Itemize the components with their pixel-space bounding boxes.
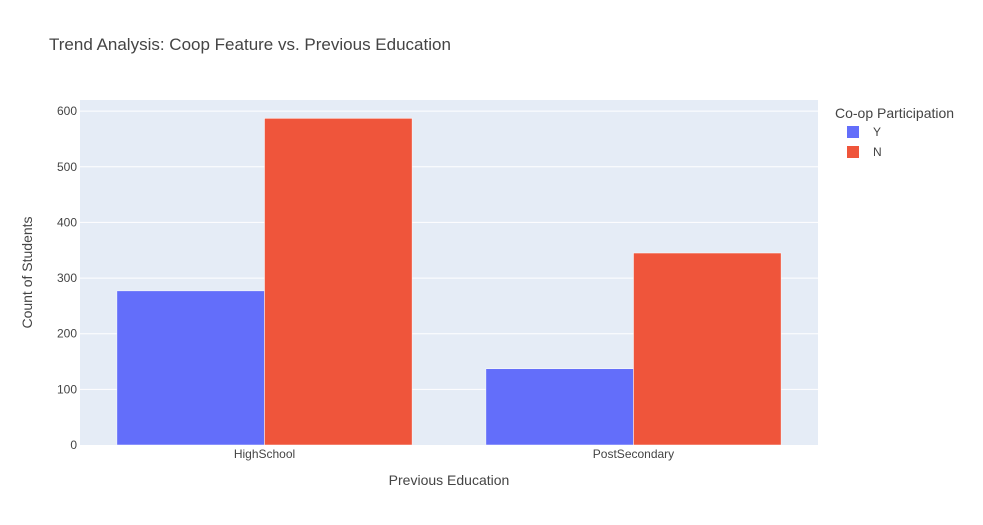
bar-highschool-y[interactable]	[116, 290, 265, 446]
legend-label: N	[873, 145, 882, 159]
x-axis-ticks: HighSchool PostSecondary	[234, 447, 674, 461]
y-axis-label: Count of Students	[19, 216, 35, 328]
y-tick-label: 200	[57, 327, 77, 341]
y-tick-label: 300	[57, 271, 77, 285]
bar-highschool-n[interactable]	[264, 118, 413, 446]
legend[interactable]: Co-op Participation YN	[835, 105, 954, 159]
x-axis-label: Previous Education	[389, 472, 510, 488]
legend-swatch	[847, 146, 859, 158]
chart-title: Trend Analysis: Coop Feature vs. Previou…	[49, 35, 451, 54]
y-tick-label: 400	[57, 215, 77, 229]
y-axis-ticks: 0 100 200 300 400 500 600	[57, 104, 77, 452]
legend-label: Y	[873, 125, 881, 139]
legend-title: Co-op Participation	[835, 105, 954, 121]
x-tick-label: HighSchool	[234, 447, 295, 461]
legend-items[interactable]: YN	[847, 125, 882, 159]
bar-postsecondary-y[interactable]	[485, 368, 634, 446]
legend-item-y[interactable]: Y	[847, 125, 881, 139]
y-tick-label: 600	[57, 104, 77, 118]
y-tick-label: 0	[70, 438, 77, 452]
legend-swatch	[847, 126, 859, 138]
bars	[116, 118, 782, 446]
y-tick-label: 500	[57, 160, 77, 174]
y-tick-label: 100	[57, 382, 77, 396]
legend-item-n[interactable]: N	[847, 145, 882, 159]
bar-postsecondary-n[interactable]	[633, 252, 782, 446]
x-tick-label: PostSecondary	[593, 447, 674, 461]
